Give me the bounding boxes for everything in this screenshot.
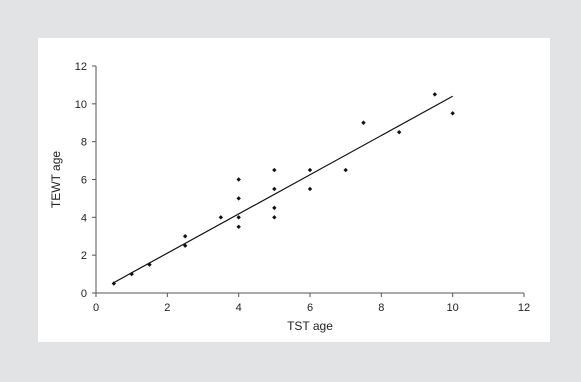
data-point [236,215,241,220]
x-tick-label: 10 [447,302,459,314]
y-tick-label: 8 [81,137,87,149]
x-tick-label: 4 [236,302,242,314]
data-point [182,243,188,248]
trendline-group [113,95,453,284]
y-tick-label: 2 [81,250,87,262]
scatter-chart: 0 2 4 6 8 10 12 0 2 4 6 8 10 12 TST age TEWT age [49,61,530,333]
axes [95,66,524,294]
y-tick-label: 6 [81,175,87,187]
data-point [272,215,277,220]
y-tick-label: 10 [75,99,87,111]
ticks: 0 2 4 6 8 10 12 0 2 4 6 8 10 12 [75,61,530,314]
data-point [111,281,117,286]
x-tick-label: 6 [307,302,313,314]
x-tick-label: 0 [93,302,99,314]
data-point [236,224,241,229]
data-point [307,167,313,173]
data-point [272,186,277,192]
trend-line [113,95,453,284]
y-tick-label: 4 [81,212,87,224]
y-tick-label: 12 [75,61,87,73]
data-point [396,130,402,135]
x-tick-label: 2 [164,302,170,314]
data-point [129,271,134,277]
y-axis-title: TEWT age [49,151,63,208]
data-point [182,234,188,239]
data-point [272,205,277,211]
data-point [218,215,224,220]
chart-panel: 0 2 4 6 8 10 12 0 2 4 6 8 10 12 TST age TEWT age [38,38,550,342]
x-tick-label: 8 [378,302,384,314]
points-group [111,92,455,286]
data-point [236,196,241,201]
data-point [272,167,277,173]
data-point [432,92,438,97]
data-point [361,120,366,125]
data-point [343,167,348,173]
x-tick-label: 12 [518,302,530,314]
data-point [236,177,241,182]
data-point [147,262,152,267]
data-point [450,111,455,116]
x-axis-title: TST age [287,319,333,333]
y-tick-label: 0 [81,288,87,300]
data-point [307,186,313,192]
